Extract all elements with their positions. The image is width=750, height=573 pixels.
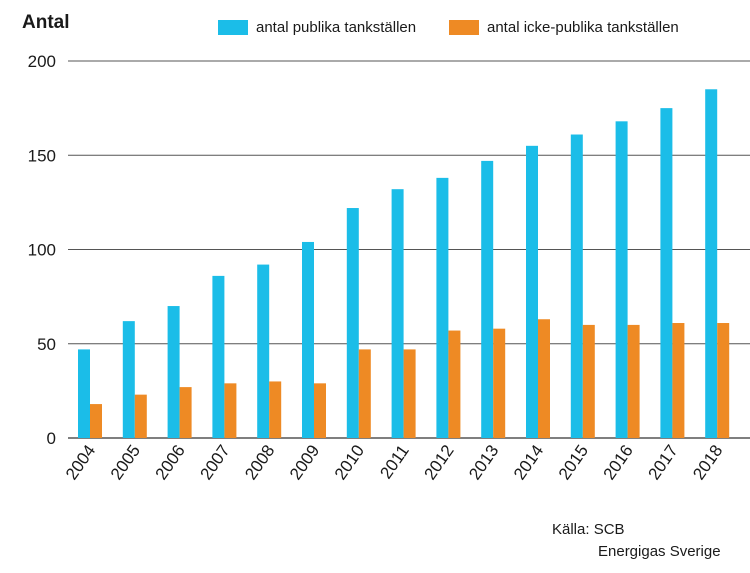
x-tick-label-2018: 2018	[689, 441, 726, 483]
bar-nonpublic-2017	[672, 323, 685, 438]
bar-public-2016	[615, 121, 628, 438]
bar-nonpublic-2008	[269, 381, 282, 438]
legend-item-nonpublic: antal icke-publika tankställen	[449, 19, 679, 36]
bar-public-2007	[212, 275, 225, 438]
y-tick-label: 200	[28, 52, 56, 71]
x-tick-label-2013: 2013	[465, 441, 502, 483]
bar-nonpublic-2005	[134, 394, 147, 438]
x-tick-label-2007: 2007	[196, 441, 233, 483]
y-tick-label: 0	[47, 429, 56, 448]
x-tick-label-2014: 2014	[510, 441, 547, 483]
bar-public-2015	[570, 134, 583, 438]
y-axis-label: Antal	[22, 12, 70, 33]
bar-public-2011	[391, 189, 404, 438]
y-axis-ticks: 0 50 100 150 200	[28, 52, 56, 448]
y-tick-label: 150	[28, 146, 56, 165]
bars	[78, 89, 730, 439]
bar-public-2017	[660, 108, 673, 438]
x-tick-label-2006: 2006	[152, 441, 189, 483]
x-tick-label-2005: 2005	[107, 441, 144, 483]
x-tick-label-2015: 2015	[555, 441, 592, 483]
x-tick-label-2011: 2011	[376, 441, 413, 482]
legend-swatch-nonpublic	[449, 20, 479, 35]
bar-public-2006	[167, 306, 180, 438]
bar-public-2014	[526, 145, 538, 438]
source-note-org: Energigas Sverige	[598, 543, 721, 560]
bar-public-2010	[346, 208, 359, 438]
bar-nonpublic-2004	[90, 404, 102, 438]
source-note: Källa: SCB	[552, 521, 625, 538]
bar-public-2013	[481, 160, 494, 438]
bar-nonpublic-2009	[314, 383, 326, 438]
x-axis-ticks: 2004 2005 2006 2007 2008 2009 2010 2011 2012 2013…	[62, 441, 726, 483]
x-tick-label-2016: 2016	[600, 441, 637, 483]
x-tick-label-2010: 2010	[331, 441, 368, 483]
x-tick-label-2012: 2012	[420, 441, 457, 483]
x-tick-label-2004: 2004	[62, 441, 99, 483]
legend-swatch-public	[218, 20, 248, 35]
bar-public-2009	[302, 241, 314, 438]
bar-nonpublic-2010	[358, 349, 371, 438]
bar-public-2018	[705, 89, 718, 439]
bar-nonpublic-2007	[224, 383, 237, 438]
bar-nonpublic-2018	[717, 323, 730, 438]
bar-nonpublic-2012	[448, 330, 461, 438]
bar-public-2005	[122, 321, 135, 438]
bar-nonpublic-2006	[179, 387, 192, 438]
bar-public-2012	[436, 177, 449, 438]
x-tick-label-2017: 2017	[644, 441, 681, 483]
bar-nonpublic-2014	[538, 319, 550, 438]
bar-nonpublic-2011	[403, 349, 416, 438]
x-tick-label-2009: 2009	[286, 441, 323, 483]
bar-public-2004	[78, 349, 90, 438]
legend-item-public: antal publika tankställen	[218, 19, 416, 36]
legend-label-public: antal publika tankställen	[256, 19, 417, 36]
y-tick-label: 100	[28, 241, 56, 260]
legend-label-nonpublic: antal icke-publika tankställen	[487, 19, 679, 36]
x-tick-label-2008: 2008	[241, 441, 278, 483]
bar-nonpublic-2013	[493, 328, 506, 438]
bar-public-2008	[257, 264, 270, 438]
bar-nonpublic-2015	[582, 324, 595, 438]
y-tick-label: 50	[37, 335, 56, 354]
bar-nonpublic-2016	[627, 324, 640, 438]
